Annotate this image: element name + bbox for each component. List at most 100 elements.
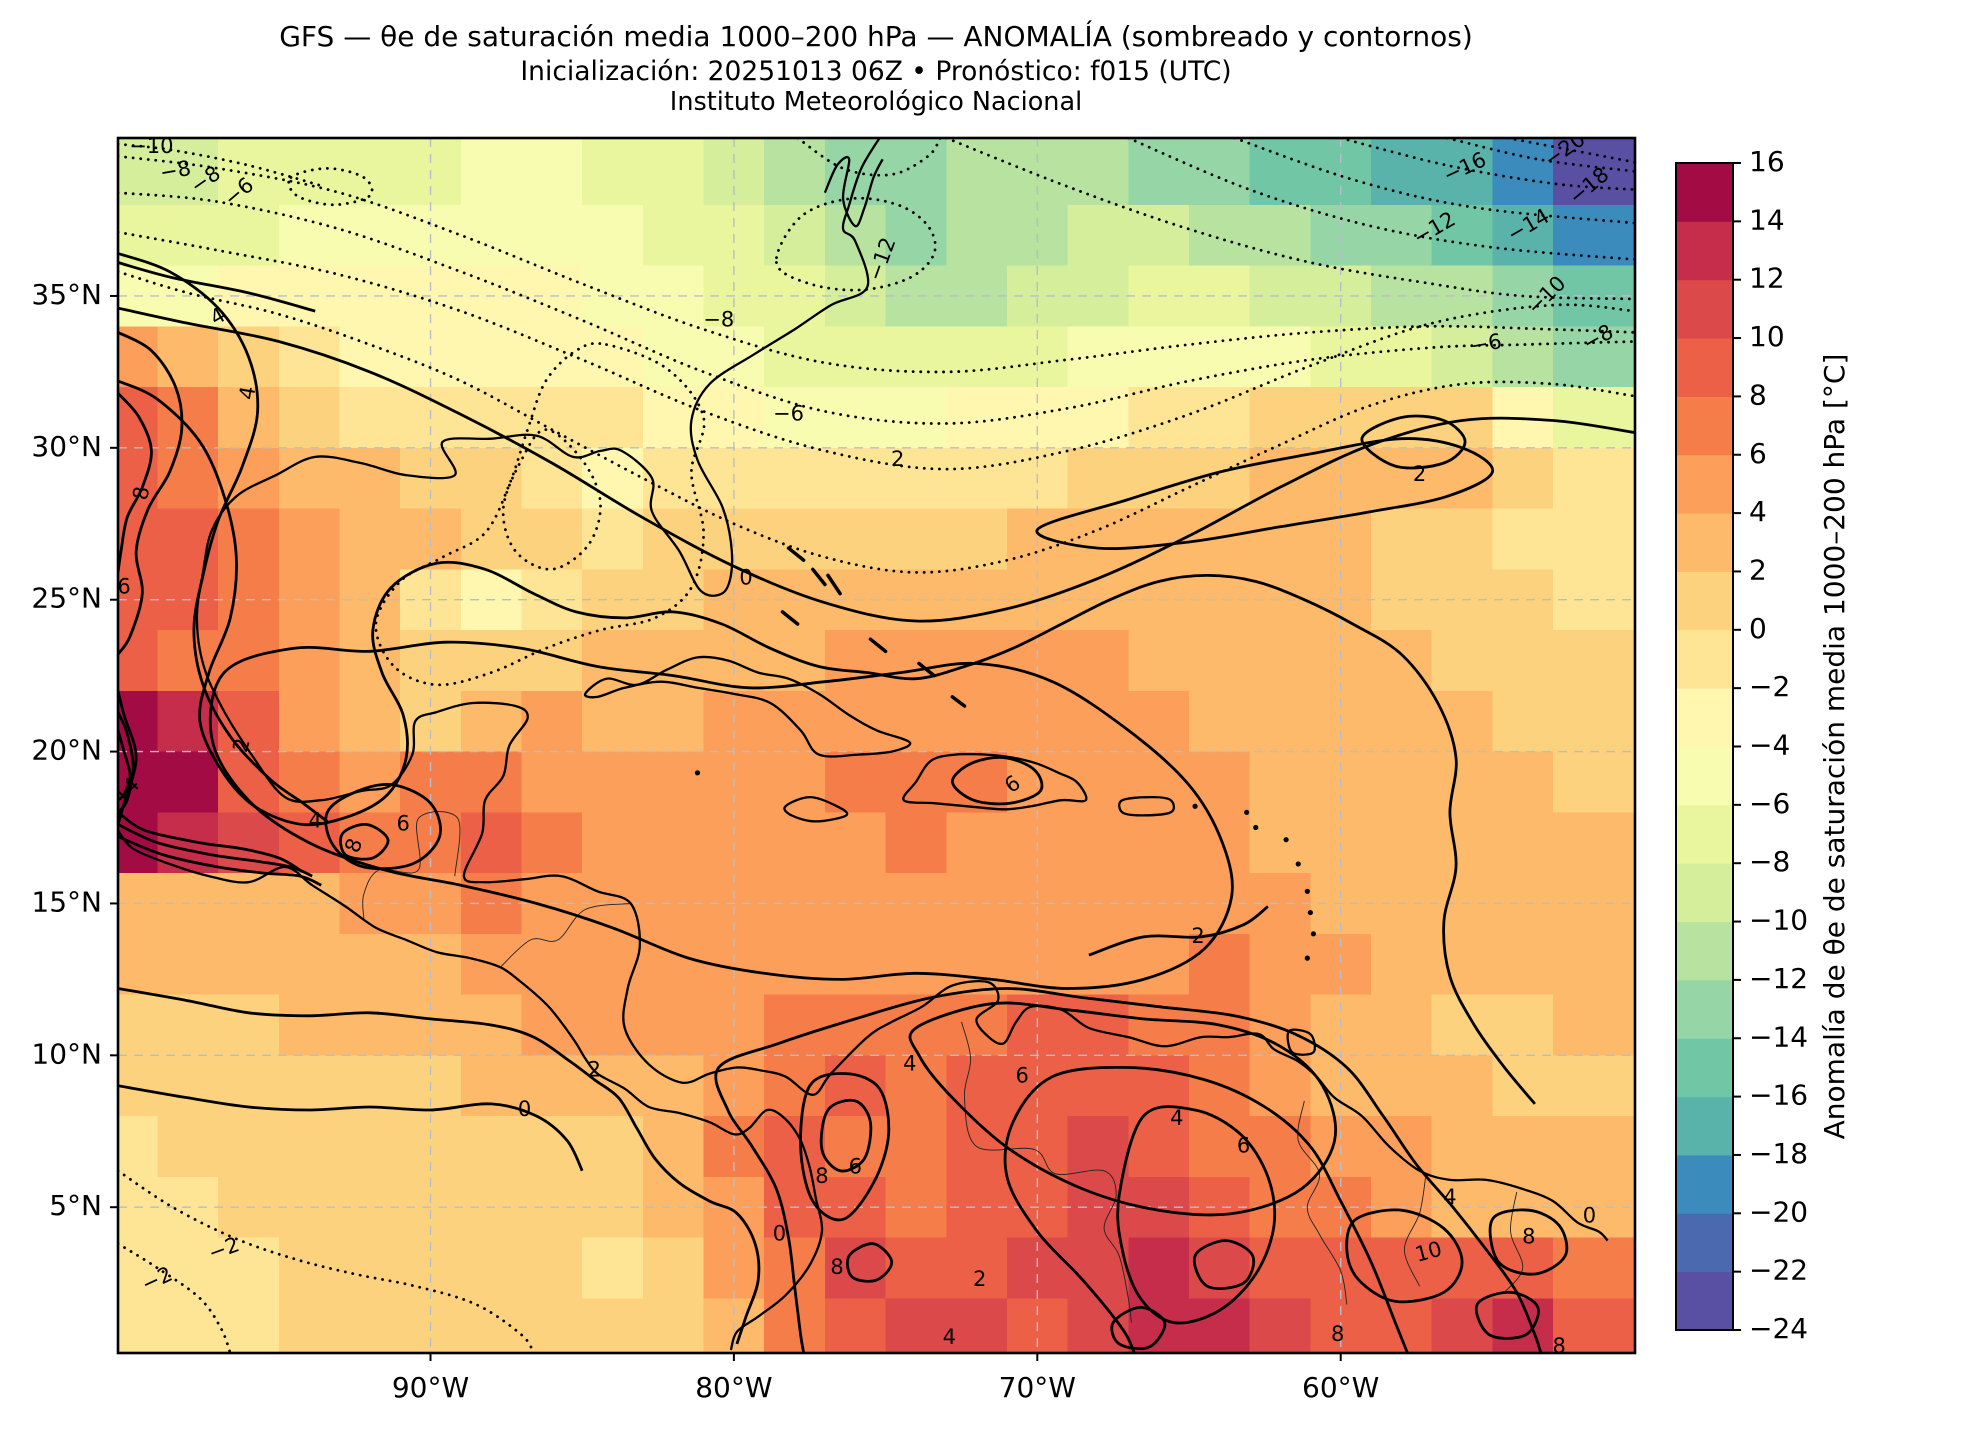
colorbar-tick-label: 10 [1749,320,1785,353]
anomaly-cell [278,751,340,813]
anomaly-cell [1431,204,1493,266]
anomaly-cell [1189,751,1250,813]
anomaly-cell [157,326,219,388]
contour-label: 8 [1552,1334,1565,1358]
contour-label: 4 [1443,1185,1456,1209]
anomaly-cell [1128,447,1190,509]
contour-line-0 [118,1084,584,1172]
contour-line-4 [208,640,1234,990]
anomaly-cell [1189,1116,1250,1177]
colorbar-tick-label: 0 [1749,612,1767,645]
anomaly-cell [582,1298,643,1353]
colorbar-segment [1676,513,1733,572]
anomaly-cell [339,1237,401,1299]
anomaly-cell [946,387,1007,448]
anomaly-cell [278,1298,340,1353]
anomaly-cell [1189,690,1250,752]
contour-line-8 [846,1242,894,1283]
anomaly-cell [1553,508,1635,570]
anomaly-cell [1067,204,1129,266]
anomaly-cell [1067,812,1129,874]
anomaly-cell [278,994,340,1056]
lon-tick-label: 70°W [999,1371,1076,1404]
anomaly-cell [157,1055,219,1117]
colorbar-segment [1676,1154,1733,1214]
anomaly-cell [885,204,947,266]
colorbar-segment [1676,571,1733,631]
anomaly-cell [460,508,522,570]
lat-tick-label: 25°N [31,582,102,615]
anomaly-cell [521,1055,583,1117]
colorbar-segment [1676,629,1733,689]
contour-label: 0 [518,1097,531,1121]
anomaly-cell [1189,933,1250,995]
colorbar-title: Anomalía de θe de saturación media 1000–… [1818,354,1851,1140]
anomaly-cell [1128,630,1190,691]
map-frame [116,136,1637,1355]
anomaly-cell [460,138,522,205]
contour-line-6 [118,331,184,656]
contour-label: 2 [228,736,255,755]
anomaly-cell [1249,1055,1311,1117]
anomaly-cell [582,751,643,813]
anomaly-cell [885,1116,947,1177]
anomaly-cell [339,447,401,509]
contour-line-12 [1192,1239,1256,1290]
anomaly-cell [339,690,401,752]
anomaly-cell [885,387,947,448]
anomaly-cell [278,387,340,448]
anomaly-cell [118,812,158,874]
anomaly-cell [1067,447,1129,509]
contour-label: 2 [588,1058,601,1082]
contour-line-10 [1345,1208,1464,1304]
anomaly-cell [521,138,583,205]
anomaly-cell [582,1237,643,1299]
anomaly-cell [642,690,704,752]
coastline [783,795,849,823]
anomaly-cell [582,933,643,995]
anomaly-cell [1492,1116,1554,1177]
anomaly-cell [278,508,340,570]
colorbar-tick-label: 12 [1749,262,1785,295]
contour-line--2 [118,270,1635,574]
anomaly-cell [1249,933,1311,995]
anomaly-cell [764,751,825,813]
anomaly-cell [218,508,279,570]
colorbar-segment [1676,279,1733,339]
anomaly-cell [764,1055,825,1117]
anomaly-cell [1249,630,1311,691]
anomaly-cell [1553,447,1635,509]
contour-line-10 [118,823,313,878]
island-dot [1192,803,1198,809]
anomaly-cell [1431,1298,1493,1353]
contour-label: 4 [234,384,260,401]
anomaly-cell [339,630,401,691]
anomaly-cell [278,138,340,205]
anomaly-cell [824,933,886,995]
anomaly-cell [521,1298,583,1353]
contour-line-6 [951,756,1044,806]
island-fragment [868,637,888,654]
island-dot [1244,809,1250,815]
country-border [961,1021,1132,1323]
contour-line-8 [1488,1208,1569,1276]
contour-line-0 [118,306,1635,623]
contour-line-6 [799,1072,891,1222]
anomaly-cell [1128,326,1190,388]
anomaly-cell [885,508,947,570]
colorbar-tick-label: −2 [1749,670,1790,703]
anomaly-cell [521,933,583,995]
anomaly-cell [885,138,947,205]
anomaly-cell [1067,138,1129,205]
anomaly-cell [764,1298,825,1353]
contour-line-0 [118,261,316,313]
anomaly-cell [1431,630,1493,691]
contour-line-8 [819,1098,873,1173]
contour-label: 0 [739,565,752,589]
island-dot [694,770,701,776]
anomaly-cell [118,1298,158,1353]
coastline [195,138,1609,1242]
island-dot [1295,861,1301,867]
anomaly-cell [582,138,643,205]
contour-label: −6 [1469,329,1504,358]
